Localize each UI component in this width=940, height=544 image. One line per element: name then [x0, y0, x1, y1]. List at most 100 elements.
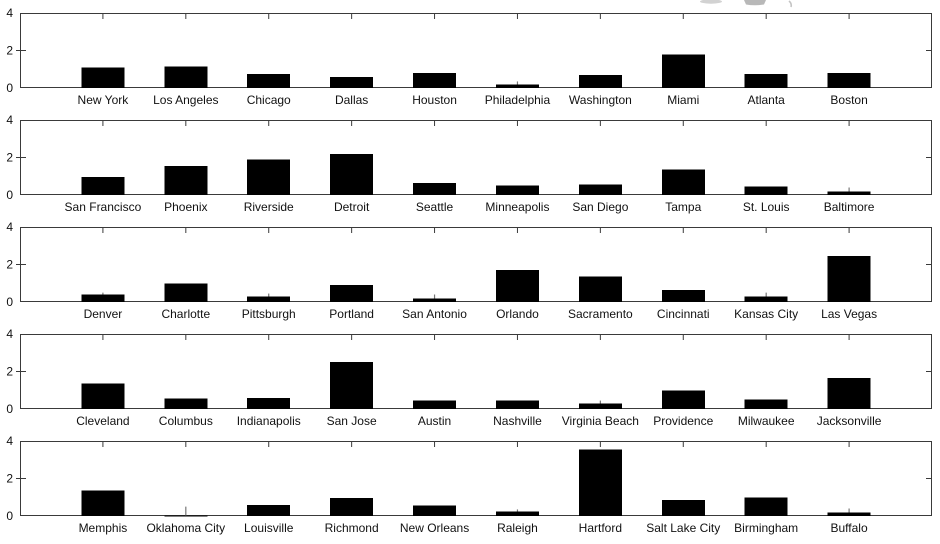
- x-tick-label: Baltimore: [824, 200, 875, 214]
- bar-las-vegas: [827, 256, 871, 302]
- x-tick-label: Phoenix: [164, 200, 207, 214]
- x-tick-label: Tampa: [665, 200, 701, 214]
- x-tick-label: New York: [78, 93, 130, 107]
- x-tick-label: Cincinnati: [657, 307, 710, 321]
- x-tick-label: Virginia Beach: [562, 414, 639, 428]
- x-tick-label: Philadelphia: [485, 93, 551, 107]
- bar-tampa: [661, 169, 705, 195]
- subplot-row-1: 0 2 4 New York Los Angeles Chicago Dallas Houst…: [6, 6, 932, 107]
- plot-box: [20, 120, 932, 195]
- plot-box: [20, 13, 932, 88]
- bar-san-francisco: [81, 177, 125, 195]
- bar-sacramento: [578, 276, 622, 302]
- y-tick-label: 0: [6, 295, 13, 309]
- bar-minneapolis: [495, 185, 539, 195]
- bar-virginia-beach: [578, 403, 622, 409]
- y-tick-label: 2: [6, 472, 13, 486]
- bar-riverside: [247, 159, 291, 195]
- x-tick-label: Kansas City: [734, 307, 798, 321]
- x-tick-label: San Diego: [572, 200, 628, 214]
- x-tick-label: Orlando: [496, 307, 539, 321]
- x-tick-label: Seattle: [416, 200, 454, 214]
- bar-new-york: [81, 67, 125, 88]
- bar-los-angeles: [164, 66, 208, 88]
- x-tick-label: Dallas: [335, 93, 368, 107]
- x-tick-label: Memphis: [79, 521, 128, 535]
- bar-salt-lake-city: [661, 500, 705, 516]
- x-tick-label: San Jose: [327, 414, 377, 428]
- y-tick-label: 2: [6, 365, 13, 379]
- y-tick-label: 0: [6, 81, 13, 95]
- y-tick-label: 2: [6, 151, 13, 165]
- x-tick-label: Milwaukee: [738, 414, 795, 428]
- x-tick-label: Portland: [329, 307, 374, 321]
- x-tick-label: Salt Lake City: [646, 521, 720, 535]
- subplot-row-2: 0 2 4 San Francisco Phoenix Riverside Detroit S…: [6, 113, 932, 214]
- x-tick-label: Washington: [569, 93, 632, 107]
- x-tick-label: Sacramento: [568, 307, 633, 321]
- bar-detroit: [330, 153, 374, 195]
- bar-philadelphia: [495, 84, 539, 88]
- x-tick-label: San Francisco: [65, 200, 142, 214]
- x-tick-label: Houston: [412, 93, 457, 107]
- y-tick-label: 0: [6, 188, 13, 202]
- x-tick-label: Charlotte: [161, 307, 210, 321]
- x-tick-label: Denver: [84, 307, 123, 321]
- plot-box: [20, 441, 932, 516]
- x-tick-label: Chicago: [247, 93, 291, 107]
- x-tick-label: Indianapolis: [237, 414, 301, 428]
- x-tick-label: Oklahoma City: [146, 521, 225, 535]
- bar-hartford: [578, 449, 622, 516]
- bar-washington: [578, 74, 622, 88]
- y-tick-label: 4: [6, 434, 13, 448]
- bar-cincinnati: [661, 289, 705, 302]
- bar-atlanta: [744, 73, 788, 88]
- bar-chicago: [247, 73, 291, 88]
- bar-st-louis: [744, 186, 788, 195]
- x-tick-label: Riverside: [244, 200, 294, 214]
- x-tick-label: Louisville: [244, 521, 294, 535]
- bar-portland: [330, 285, 374, 302]
- plot-box: [20, 334, 932, 409]
- bar-phoenix: [164, 165, 208, 195]
- bar-richmond: [330, 498, 374, 516]
- y-tick-label: 2: [6, 44, 13, 58]
- y-tick-label: 4: [6, 327, 13, 341]
- x-tick-label: New Orleans: [400, 521, 469, 535]
- x-tick-label: Boston: [830, 93, 867, 107]
- x-tick-label: Detroit: [334, 200, 370, 214]
- bar-memphis: [81, 490, 125, 516]
- bar-austin: [413, 400, 457, 409]
- x-tick-label: Raleigh: [497, 521, 538, 535]
- bar-charlotte: [164, 283, 208, 302]
- x-tick-label: Miami: [667, 93, 699, 107]
- x-tick-label: Minneapolis: [485, 200, 549, 214]
- x-tick-label: Buffalo: [831, 521, 868, 535]
- x-tick-label: Los Angeles: [153, 93, 218, 107]
- bar-pittsburgh: [247, 296, 291, 302]
- x-tick-label: Richmond: [325, 521, 379, 535]
- bar-jacksonville: [827, 378, 871, 409]
- bar-indianapolis: [247, 397, 291, 409]
- bar-louisville: [247, 504, 291, 516]
- x-tick-label: Atlanta: [748, 93, 786, 107]
- bar-raleigh: [495, 511, 539, 516]
- bar-kansas-city: [744, 296, 788, 302]
- y-tick-label: 2: [6, 258, 13, 272]
- bar-columbus: [164, 398, 208, 409]
- bar-new-orleans: [413, 505, 457, 516]
- bar-dallas: [330, 76, 374, 88]
- bar-houston: [413, 73, 457, 88]
- subplot-row-3: 0 2 4 Denver Charlotte Pittsburgh Portland San …: [6, 220, 932, 321]
- x-tick-label: Columbus: [159, 414, 213, 428]
- x-tick-label: Pittsburgh: [242, 307, 296, 321]
- x-tick-label: St. Louis: [743, 200, 790, 214]
- subplot-row-4: 0 2 4 Cleveland Columbus Indianapolis San Jose…: [6, 327, 932, 428]
- y-tick-label: 4: [6, 6, 13, 20]
- x-tick-label: Cleveland: [76, 414, 129, 428]
- x-tick-label: Austin: [418, 414, 451, 428]
- y-tick-label: 4: [6, 113, 13, 127]
- y-tick-label: 0: [6, 509, 13, 523]
- bar-san-jose: [330, 362, 374, 409]
